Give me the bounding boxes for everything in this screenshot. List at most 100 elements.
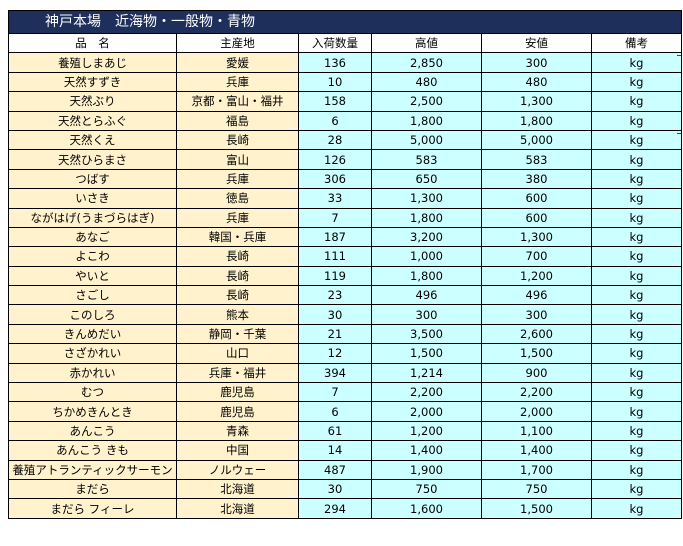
table-row: 天然とらふぐ 福島 6 1,800 1,800 kg — [8, 110, 682, 131]
origin-cell: 北海道 — [176, 498, 299, 519]
unit-cell: kg — [591, 362, 682, 384]
table-row: このしろ 熊本 30 300 300 kg — [8, 304, 682, 325]
item-name-cell: 天然くえ — [8, 129, 177, 151]
quantity-cell: 23 — [298, 285, 372, 306]
origin-cell: 徳島 — [176, 188, 299, 209]
low-price-cell: 1,100 — [481, 420, 592, 442]
high-price-cell: 1,800 — [371, 265, 482, 287]
high-price-cell: 2,500 — [371, 91, 482, 112]
origin-cell: 愛媛 — [176, 52, 299, 73]
table-row: よこわ 長崎 111 1,000 700 kg — [8, 246, 682, 267]
low-price-cell: 2,000 — [481, 401, 592, 422]
origin-cell: 兵庫 — [176, 168, 299, 190]
item-name-cell: まだら — [8, 478, 177, 500]
col-header-note: 備考 — [591, 32, 682, 54]
column-header-row: 品 名 主産地 入荷数量 高値 安値 備考 — [8, 32, 682, 54]
table-row: 養殖しまあじ 愛媛 136 2,850 300 kg — [8, 52, 682, 73]
item-name-cell: よこわ — [8, 246, 177, 267]
unit-cell: kg — [591, 129, 682, 151]
origin-cell: 静岡・千葉 — [176, 323, 299, 345]
table-row: 養殖アトランティックサーモン ノルウェー 487 1,900 1,700 kg — [8, 459, 682, 480]
unit-cell: kg — [591, 343, 682, 364]
unit-cell: kg — [591, 91, 682, 112]
quantity-cell: 61 — [298, 420, 372, 442]
table-row: いさき 徳島 33 1,300 600 kg — [8, 188, 682, 209]
low-price-cell: 750 — [481, 478, 592, 500]
high-price-cell: 2,850 — [371, 52, 482, 73]
origin-cell: 富山 — [176, 149, 299, 170]
unit-cell: kg — [591, 52, 682, 73]
unit-cell: kg — [591, 478, 682, 500]
high-price-cell: 3,200 — [371, 226, 482, 248]
quantity-cell: 30 — [298, 478, 372, 500]
origin-cell: 兵庫 — [176, 207, 299, 228]
origin-cell: 兵庫 — [176, 71, 299, 93]
high-price-cell: 583 — [371, 149, 482, 170]
origin-cell: 京都・富山・福井 — [176, 91, 299, 112]
quantity-cell: 294 — [298, 498, 372, 519]
high-price-cell: 3,500 — [371, 323, 482, 345]
low-price-cell: 300 — [481, 52, 592, 73]
high-price-cell: 1,900 — [371, 459, 482, 480]
quantity-cell: 7 — [298, 207, 372, 228]
item-name-cell: むつ — [8, 382, 177, 403]
item-name-cell: つばす — [8, 168, 177, 190]
high-price-cell: 300 — [371, 304, 482, 325]
low-price-cell: 300 — [481, 304, 592, 325]
quantity-cell: 487 — [298, 459, 372, 480]
market-price-table: 神戸本場 近海物・一般物・青物 品 名 主産地 入荷数量 高値 安値 備考 養殖… — [8, 10, 682, 519]
quantity-cell: 7 — [298, 382, 372, 403]
quantity-cell: 21 — [298, 323, 372, 345]
unit-cell: kg — [591, 440, 682, 461]
origin-cell: 福島 — [176, 110, 299, 131]
item-name-cell: まだら フィーレ — [8, 498, 177, 519]
quantity-cell: 187 — [298, 226, 372, 248]
col-header-origin: 主産地 — [176, 32, 299, 54]
quantity-cell: 136 — [298, 52, 372, 73]
unit-cell: kg — [591, 168, 682, 190]
quantity-cell: 111 — [298, 246, 372, 267]
quantity-cell: 6 — [298, 110, 372, 131]
quantity-cell: 126 — [298, 149, 372, 170]
col-header-high: 高値 — [371, 32, 482, 54]
quantity-cell: 306 — [298, 168, 372, 190]
low-price-cell: 496 — [481, 285, 592, 306]
quantity-cell: 394 — [298, 362, 372, 384]
low-price-cell: 380 — [481, 168, 592, 190]
low-price-cell: 1,500 — [481, 498, 592, 519]
high-price-cell: 750 — [371, 478, 482, 500]
high-price-cell: 5,000 — [371, 129, 482, 151]
low-price-cell: 2,600 — [481, 323, 592, 345]
high-price-cell: 1,600 — [371, 498, 482, 519]
low-price-cell: 2,200 — [481, 382, 592, 403]
item-name-cell: ちかめきんとき — [8, 401, 177, 422]
unit-cell: kg — [591, 401, 682, 422]
high-price-cell: 1,000 — [371, 246, 482, 267]
origin-cell: 長崎 — [176, 265, 299, 287]
table-row: むつ 鹿児島 7 2,200 2,200 kg — [8, 382, 682, 403]
unit-cell: kg — [591, 323, 682, 345]
low-price-cell: 1,800 — [481, 110, 592, 131]
quantity-cell: 28 — [298, 129, 372, 151]
quantity-cell: 12 — [298, 343, 372, 364]
table-row: まだら フィーレ 北海道 294 1,600 1,500 kg — [8, 498, 682, 519]
high-price-cell: 1,214 — [371, 362, 482, 384]
origin-cell: 長崎 — [176, 246, 299, 267]
item-name-cell: 養殖しまあじ — [8, 52, 177, 73]
unit-cell: kg — [591, 226, 682, 248]
table-body: 養殖しまあじ 愛媛 136 2,850 300 kg 天然すずき 兵庫 10 480 480 kg 天然… — [8, 52, 682, 519]
origin-cell: 鹿児島 — [176, 401, 299, 422]
unit-cell: kg — [591, 246, 682, 267]
table-row: 天然くえ 長崎 28 5,000 5,000 kg — [8, 129, 682, 151]
unit-cell: kg — [591, 304, 682, 325]
origin-cell: 長崎 — [176, 129, 299, 151]
origin-cell: 兵庫・福井 — [176, 362, 299, 384]
low-price-cell: 600 — [481, 188, 592, 209]
item-name-cell: 赤かれい — [8, 362, 177, 384]
item-name-cell: さごし — [8, 285, 177, 306]
table-row: つばす 兵庫 306 650 380 kg — [8, 168, 682, 190]
origin-cell: 鹿児島 — [176, 382, 299, 403]
edge-mark — [677, 55, 681, 56]
origin-cell: 青森 — [176, 420, 299, 442]
origin-cell: 韓国・兵庫 — [176, 226, 299, 248]
